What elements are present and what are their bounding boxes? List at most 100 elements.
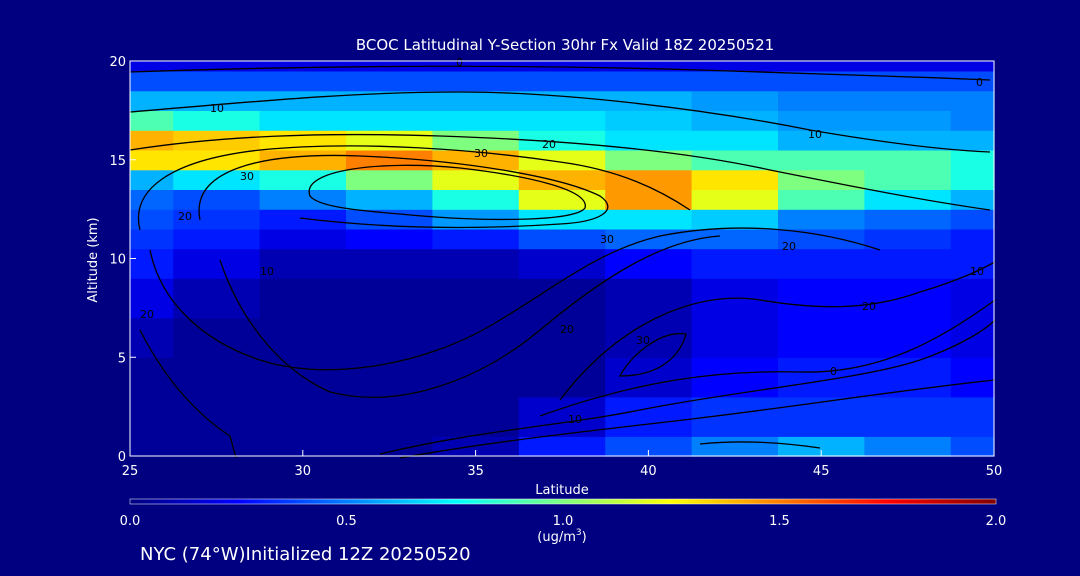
contour-label: 30 <box>636 334 650 347</box>
heatmap-cell <box>778 278 865 319</box>
heatmap-cell <box>691 61 779 72</box>
heatmap-cell <box>346 317 433 358</box>
heatmap-cell <box>130 70 174 92</box>
heatmap-cell <box>864 90 952 111</box>
x-tick-label: 30 <box>295 464 312 479</box>
heatmap-cell <box>778 436 865 457</box>
heatmap-cell <box>950 70 995 92</box>
y-tick-label: 15 <box>109 154 126 169</box>
heatmap-cell <box>432 248 520 279</box>
heatmap-cell <box>130 436 174 457</box>
heatmap-cell <box>691 189 779 210</box>
heatmap-cell <box>691 248 779 279</box>
colorbar-tick-label: 2.0 <box>986 514 1007 529</box>
heatmap-cell <box>950 278 995 319</box>
colorbar-ticks: 0.0 0.5 1.0 1.5 2.0 <box>120 514 1007 529</box>
contour-line <box>308 164 586 221</box>
contour-label: 20 <box>782 240 796 253</box>
heatmap-cell <box>518 169 606 190</box>
heatmap-cell <box>950 396 995 437</box>
colorbar-tick-label: 0.0 <box>120 514 141 529</box>
heatmap-cell <box>605 357 693 398</box>
heatmap-cell <box>864 248 952 279</box>
contour-label: 10 <box>210 102 224 115</box>
heatmap-cell <box>173 317 261 358</box>
heatmap-cell <box>950 209 995 230</box>
heatmap-cell <box>346 436 433 457</box>
heatmap-cell <box>259 209 347 230</box>
heatmap-cell <box>173 61 261 72</box>
heatmap-cell <box>778 396 865 437</box>
colorbar-tick-label: 1.5 <box>769 514 790 529</box>
heatmap-cell <box>691 90 779 111</box>
heatmap-cell <box>778 61 865 72</box>
heatmap-cell <box>173 396 261 437</box>
heatmap-cell <box>605 436 693 457</box>
y-axis-label: Altitude (km) <box>86 217 101 302</box>
heatmap-cell <box>173 228 261 250</box>
contour-line <box>137 145 691 231</box>
contour-line <box>699 441 821 449</box>
colorbar-label-superscript: 3 <box>576 528 582 538</box>
heatmap-cell <box>605 209 693 230</box>
heatmap-cell <box>346 169 433 190</box>
heatmap-cell <box>346 189 433 210</box>
heatmap-cell <box>950 61 995 72</box>
contour-line <box>399 379 996 459</box>
heatmap-cell <box>432 110 520 131</box>
heatmap-cell <box>259 278 347 319</box>
heatmap-cell <box>346 90 433 111</box>
heatmap-cell <box>173 436 261 457</box>
colorbar <box>129 498 997 505</box>
heatmap-cell <box>173 357 261 398</box>
heatmap-cell <box>778 70 865 92</box>
contour-label: 20 <box>178 210 192 223</box>
heatmap-cell <box>259 248 347 279</box>
x-tick-label: 50 <box>986 464 1003 479</box>
heatmap-cell <box>950 169 995 190</box>
x-tick-label: 25 <box>122 464 139 479</box>
heatmap-cell <box>950 436 995 457</box>
contour-label: 0 <box>976 76 983 89</box>
heatmap-cell <box>691 228 779 250</box>
heatmap-cell <box>432 357 520 398</box>
heatmap-cell <box>432 317 520 358</box>
heatmap-cell <box>950 357 995 398</box>
contour-label: 10 <box>568 413 582 426</box>
heatmap-cell <box>130 149 174 171</box>
contour-line <box>129 65 991 81</box>
heatmap-cell <box>518 130 606 151</box>
heatmap-cell <box>691 317 779 358</box>
heatmap-cell <box>518 149 606 171</box>
heatmap-cell <box>864 130 952 151</box>
contour-line <box>139 329 237 459</box>
contour-line <box>149 227 881 371</box>
heatmap-cell <box>518 189 606 210</box>
heatmap-cell <box>518 110 606 131</box>
heatmap-cell <box>778 189 865 210</box>
heatmap-cell <box>259 90 347 111</box>
heatmap-cell <box>605 61 693 72</box>
contour-label: 10 <box>260 265 274 278</box>
heatmap-cell <box>259 436 347 457</box>
heatmap-cell <box>173 209 261 230</box>
contour-line <box>198 154 609 229</box>
heatmap-cell <box>259 110 347 131</box>
heatmap-cell <box>432 436 520 457</box>
heatmap-cell <box>259 189 347 210</box>
heatmap-cell <box>605 278 693 319</box>
heatmap-cell <box>950 228 995 250</box>
heatmap-cell <box>950 130 995 151</box>
heatmap-cell <box>778 110 865 131</box>
heatmap-cell <box>130 396 174 437</box>
contour-label: 10 <box>808 128 822 141</box>
heatmap-cell <box>173 248 261 279</box>
heatmap-cell <box>432 149 520 171</box>
colorbar-label: (ug/m3) <box>537 528 586 545</box>
heatmap-cell <box>130 110 174 131</box>
y-tick-label: 5 <box>118 351 126 366</box>
heatmap-cell <box>864 189 952 210</box>
contour-line <box>129 133 991 211</box>
heatmap-cell <box>518 248 606 279</box>
